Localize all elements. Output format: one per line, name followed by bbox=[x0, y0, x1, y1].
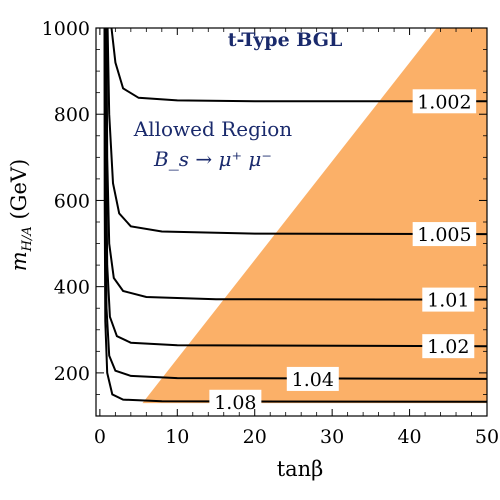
contour-label-bg-3 bbox=[422, 334, 475, 359]
y-tick-label: 600 bbox=[54, 190, 90, 212]
y-tick-label: 200 bbox=[54, 363, 90, 385]
annotation-process: B_s → μ⁺ μ⁻ bbox=[153, 147, 272, 171]
contour-line-5 bbox=[103, 27, 488, 403]
y-tick-label: 1000 bbox=[42, 18, 90, 40]
contour-line-1 bbox=[106, 27, 488, 236]
contour-label-bg-4 bbox=[286, 366, 339, 391]
x-tick-label: 50 bbox=[475, 426, 499, 448]
contour-label-bg-0 bbox=[412, 89, 477, 114]
x-tick-label: 20 bbox=[243, 426, 267, 448]
chart-title: t-Type BGL bbox=[228, 29, 343, 51]
y-tick-label: 400 bbox=[54, 277, 90, 299]
axes: 0 10 20 30 40 50 200 400 600 800 1000 bbox=[42, 18, 499, 448]
contour-label-1: 1.005 bbox=[417, 224, 471, 246]
x-tick-label: 30 bbox=[320, 426, 344, 448]
contour-label-3: 1.02 bbox=[427, 336, 469, 358]
x-tick-label: 10 bbox=[165, 426, 189, 448]
excluded-region bbox=[142, 28, 487, 404]
y-axis-label: mH/A (GeV) bbox=[7, 159, 35, 271]
x-tick-label: 40 bbox=[397, 426, 421, 448]
x-axis-label: tanβ bbox=[277, 457, 324, 481]
contour-label-bg-5 bbox=[209, 389, 262, 414]
contour-line-0 bbox=[110, 27, 487, 103]
plot-area: 1.002 1.005 1.01 1.02 1.04 1.08 bbox=[103, 27, 488, 414]
contour-label-5: 1.08 bbox=[214, 392, 256, 414]
contour-label-4: 1.04 bbox=[292, 369, 334, 391]
contour-label-bg-2 bbox=[422, 287, 475, 312]
y-tick-label: 800 bbox=[54, 104, 90, 126]
x-tick-label: 0 bbox=[94, 426, 106, 448]
annotation-allowed-region: Allowed Region bbox=[133, 117, 293, 141]
contour-label-bg-1 bbox=[412, 222, 477, 247]
contour-line-2 bbox=[105, 27, 488, 301]
contour-line-3 bbox=[104, 27, 488, 348]
contour-label-0: 1.002 bbox=[417, 91, 471, 113]
contour-label-2: 1.01 bbox=[427, 290, 469, 312]
